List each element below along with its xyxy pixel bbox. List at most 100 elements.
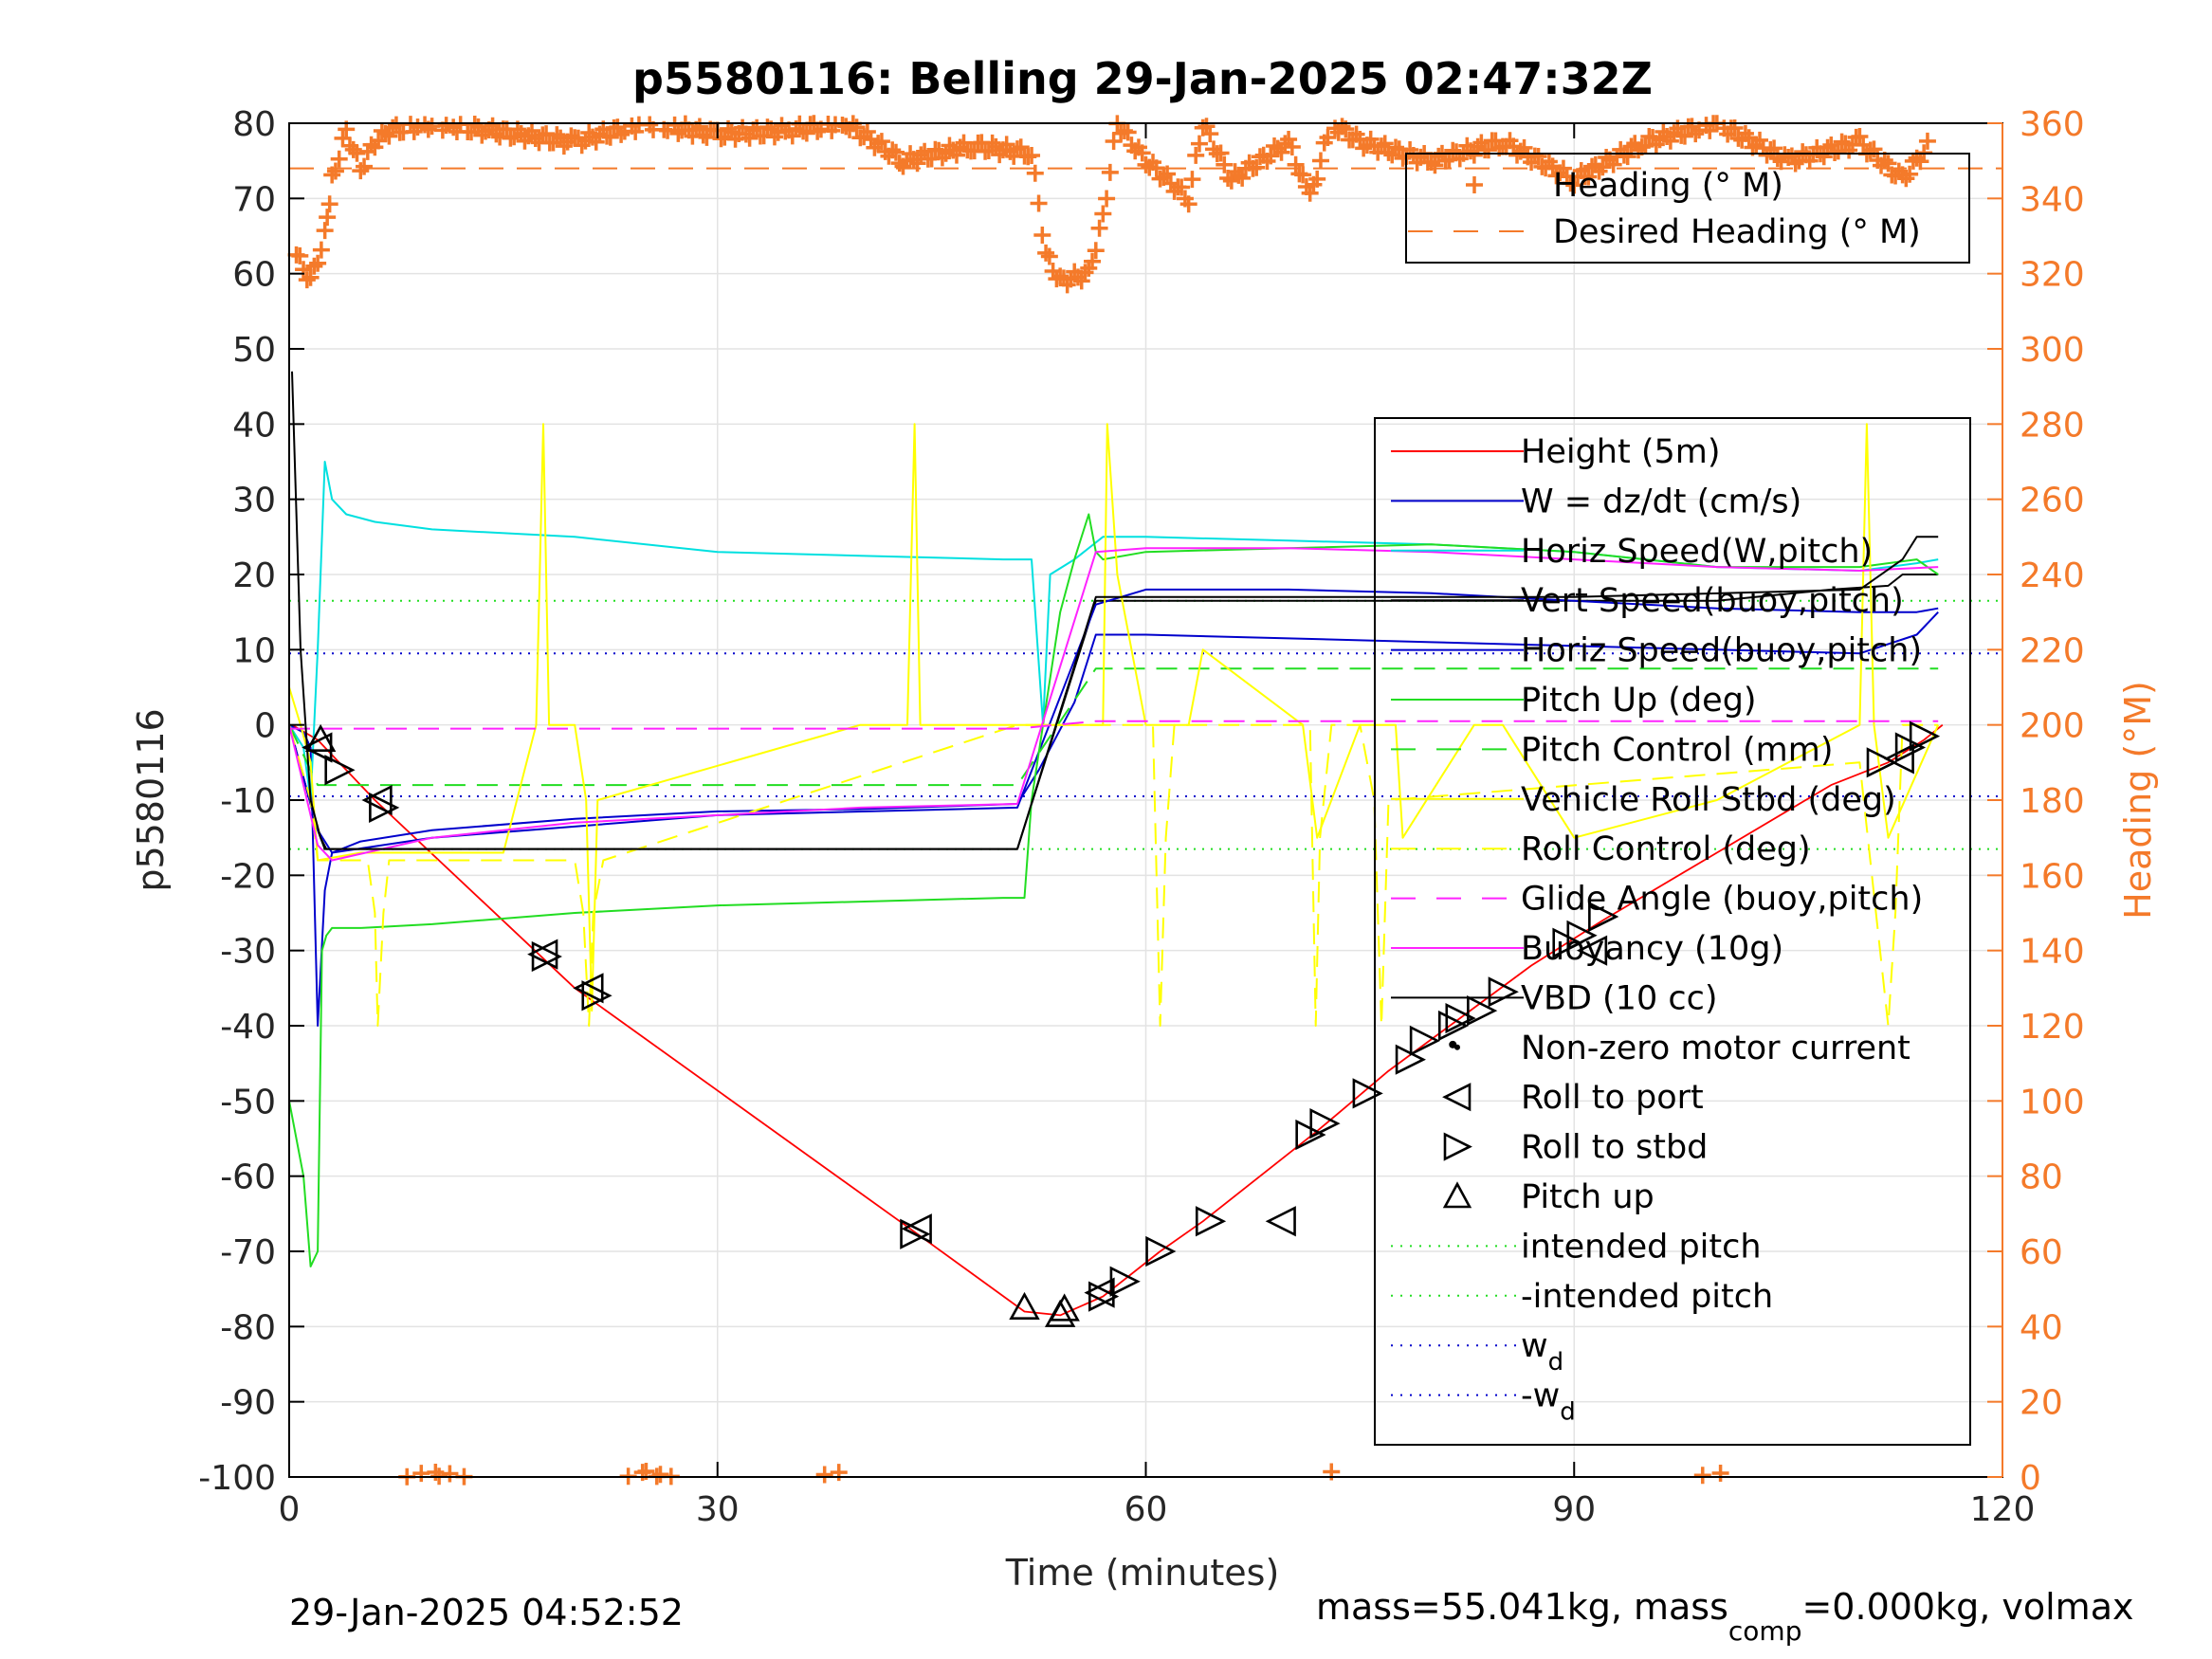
heading-point	[740, 129, 759, 147]
legend-label-non-zero-motor-current: Non-zero motor current	[1521, 1030, 1910, 1067]
roll-stbd-marker	[1467, 995, 1498, 1027]
y-tick-label: -10	[220, 782, 276, 821]
heading-point	[1426, 156, 1444, 174]
heading-point	[1030, 194, 1048, 212]
legend-label-intended-pitch: -intended pitch	[1521, 1278, 1773, 1316]
legend-label-text: Roll to stbd	[1521, 1129, 1708, 1167]
legend-label-pitch-up-deg: Pitch Up (deg)	[1521, 682, 1757, 720]
y2-tick-label: 40	[2020, 1308, 2063, 1347]
roll-stbd-marker	[1409, 1025, 1441, 1056]
heading-point	[323, 166, 341, 184]
heading-point	[601, 128, 619, 146]
series-line-vert-speed-buoy-pitch	[288, 574, 1939, 850]
heading-point	[319, 209, 337, 227]
heading-point	[1023, 146, 1041, 164]
y2-tick-label: 160	[2020, 857, 2085, 896]
y-tick-label: -60	[220, 1158, 276, 1197]
heading-point	[1565, 176, 1583, 194]
heading-point	[1212, 144, 1230, 162]
legend-label-wd: wd	[1521, 1327, 1563, 1376]
roll-stbd-marker	[1566, 920, 1598, 951]
heading-point	[1087, 242, 1105, 260]
legend-label-vert-speed-buoy-pitch: Vert Speed(buoy,pitch)	[1521, 582, 1904, 620]
y2-tick-label: 340	[2020, 180, 2085, 219]
heading-point	[427, 1464, 445, 1482]
y-tick-label: 30	[232, 482, 276, 520]
legend-label-heading-m: Heading (° M)	[1553, 167, 1783, 205]
heading-point	[1294, 166, 1312, 184]
legend-heading: Heading (° M) Desired Heading (° M)	[1405, 153, 1970, 264]
legend-label-text: Vert Speed(buoy,pitch)	[1521, 582, 1904, 620]
roll-port-marker	[1883, 743, 1914, 775]
legend-label-roll-control-deg: Roll Control (deg)	[1521, 830, 1811, 868]
heading-point	[1119, 123, 1137, 141]
x-tick-label: 30	[696, 1490, 740, 1529]
legend-label-text: Buoyancy (10g)	[1521, 930, 1783, 968]
heading-point	[1355, 139, 1373, 157]
y-tick-label: 60	[232, 256, 276, 295]
legend-label-wd: -wd	[1521, 1377, 1576, 1427]
heading-point	[1711, 1465, 1729, 1483]
heading-point	[302, 268, 320, 286]
heading-point	[759, 118, 777, 137]
legend-label-pitch-control-mm: Pitch Control (mm)	[1521, 731, 1833, 769]
heading-point	[1308, 170, 1326, 188]
heading-point	[587, 133, 605, 151]
heading-point	[1554, 159, 1572, 177]
heading-point	[1072, 272, 1090, 290]
y-tick-label: -100	[198, 1459, 276, 1498]
legend-label-text: -w	[1521, 1377, 1560, 1415]
heading-point	[316, 222, 334, 240]
y-tick-label: 0	[254, 707, 276, 746]
heading-point	[1197, 118, 1216, 136]
heading-point	[1033, 227, 1051, 245]
grid	[288, 122, 2003, 1478]
heading-point	[320, 195, 338, 213]
heading-point	[1879, 155, 1897, 173]
y-tick-label: 50	[232, 331, 276, 370]
roll-stbd-marker	[324, 755, 356, 786]
heading-point	[1190, 135, 1208, 153]
roll-stbd-marker	[1109, 1266, 1141, 1297]
roll-port-marker	[1265, 1206, 1296, 1237]
y-tick-label: 40	[232, 406, 276, 445]
heading-point	[348, 144, 366, 162]
legend-sample-non-zero-motor-current	[1454, 1044, 1460, 1050]
legend-label-text: Horiz Speed(buoy,pitch)	[1521, 632, 1922, 670]
y-tick-label: 80	[232, 105, 276, 144]
y2-tick-label: 200	[2020, 707, 2085, 746]
heading-point	[1661, 132, 1679, 150]
legend-label-roll-to-stbd: Roll to stbd	[1521, 1129, 1708, 1167]
heading-point	[1319, 128, 1337, 146]
pitch-up-marker	[1009, 1291, 1040, 1320]
roll-stbd-marker	[1145, 1235, 1177, 1267]
footer-mass-sub: comp	[1728, 1615, 1802, 1647]
y-tick-label: 20	[232, 556, 276, 595]
legend-label-text: Non-zero motor current	[1521, 1030, 1910, 1067]
x-axis-label: Time (minutes)	[1005, 1552, 1280, 1594]
heading-point	[1159, 165, 1177, 183]
legend-label-intended-pitch: intended pitch	[1521, 1228, 1762, 1266]
heading-point	[1012, 138, 1030, 156]
roll-stbd-marker	[1909, 720, 1941, 752]
legend-label-text: Roll to port	[1521, 1079, 1704, 1117]
series-group	[288, 371, 1944, 1317]
heading-point	[1187, 146, 1205, 164]
heading-point	[484, 117, 502, 135]
series-line-vbd-10-cc	[291, 371, 1939, 850]
heading-point	[1604, 155, 1622, 173]
legend-label-text: W = dz/dt (cm/s)	[1521, 483, 1801, 520]
footer-mass-main: mass=55.041kg, mass	[1316, 1586, 1728, 1628]
footer-mass: mass=55.041kg, masscomp=0.000kg, volmax	[1316, 1586, 2133, 1647]
heading-point	[887, 143, 905, 161]
y2-tick-label: 360	[2020, 105, 2085, 144]
legend-label-text: Pitch Up (deg)	[1521, 682, 1757, 720]
heading-point	[1901, 165, 1919, 183]
legend-label-vehicle-roll-stbd-deg: Vehicle Roll Stbd (deg)	[1521, 781, 1896, 819]
y2-tick-label: 100	[2020, 1083, 2085, 1121]
heading-point	[1248, 158, 1266, 176]
heading-point	[1101, 163, 1119, 181]
y2-tick-label: 60	[2020, 1233, 2063, 1272]
heading-point	[872, 133, 890, 151]
